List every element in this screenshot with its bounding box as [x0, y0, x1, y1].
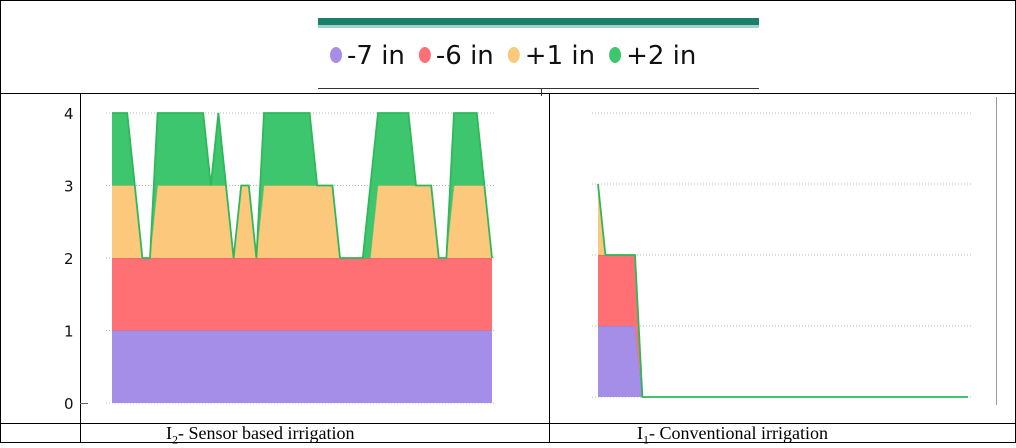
area-edge-1-1: [598, 254, 968, 398]
legend-label-4: +2 in: [626, 41, 696, 71]
caption-sensor-irrigation: I2- Sensor based irrigation: [166, 423, 355, 447]
area-6in-0: [112, 258, 492, 331]
legend-marker-2: [418, 47, 431, 63]
chart-conventional-irrigation: [592, 112, 972, 398]
y-tick-3: 3: [64, 178, 74, 196]
legend-marker-1: [330, 47, 342, 63]
y-tick-2: 2: [64, 250, 74, 268]
area-edge-3-0: [112, 112, 493, 259]
area-2in-1: [598, 184, 968, 397]
y-tick-4: 4: [64, 105, 74, 123]
legend-marker-4: [609, 47, 622, 63]
area-edge-0-1: [598, 325, 968, 398]
area-1in-0: [112, 185, 492, 258]
area-6in-1: [598, 255, 968, 397]
y-tick-0: 0: [64, 395, 74, 413]
legend-label-2: -6 in: [436, 41, 494, 71]
legend-label-1: -7 in: [347, 41, 405, 71]
area-edge-2-1: [597, 183, 968, 398]
area-7in-0: [112, 330, 492, 403]
legend: -7 in -6 in +1 in +2 in: [318, 18, 759, 96]
chart-sensor-irrigation: 0 1 2 3 4: [64, 105, 496, 413]
legend-label-3: +1 in: [525, 41, 595, 71]
legend-header-bar: [318, 18, 759, 25]
y-tick-1: 1: [64, 323, 74, 341]
area-1in-1: [598, 184, 968, 397]
area-edge-3-1: [597, 183, 968, 398]
legend-marker-3: [507, 47, 520, 63]
area-7in-1: [598, 326, 968, 397]
caption-conventional-irrigation: I1- Conventional irrigation: [637, 423, 828, 447]
